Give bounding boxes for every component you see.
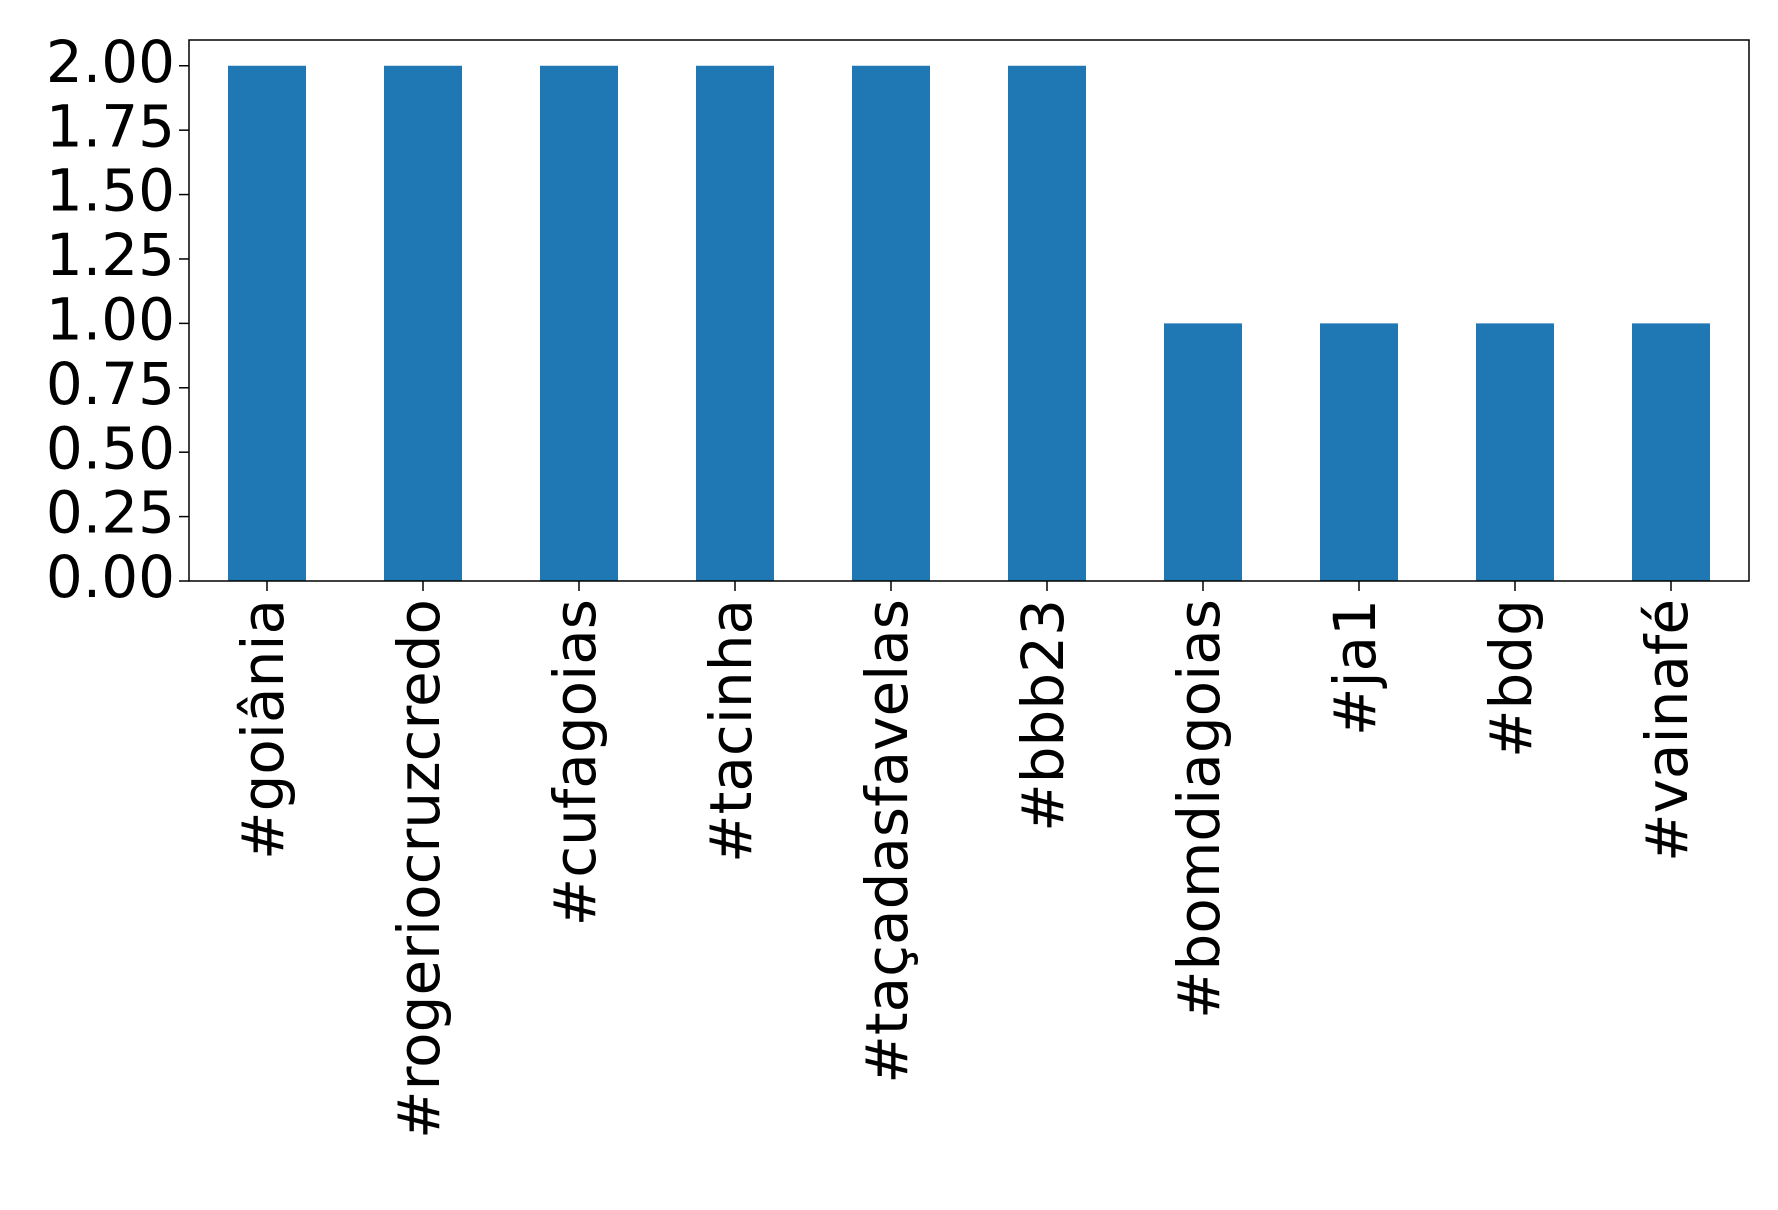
x-tick-label: #bbb23: [1009, 599, 1077, 832]
y-tick-label: 0.00: [46, 543, 175, 611]
x-tick-label: #bomdiagoias: [1165, 599, 1233, 1019]
plot-frame: [188, 39, 1750, 582]
y-tick-label: 1.50: [46, 157, 175, 225]
bar: [540, 65, 618, 581]
bar: [1164, 323, 1242, 581]
x-tick-label: #ja1: [1321, 599, 1389, 736]
y-tick-label: 0.75: [46, 350, 175, 418]
bar: [852, 65, 930, 581]
y-tick-label: 0.25: [46, 479, 175, 547]
x-tick-label: #tacinha: [697, 599, 765, 863]
y-tick-label: 1.75: [46, 92, 175, 160]
x-tick-label: #goiânia: [229, 599, 297, 860]
bar: [384, 65, 462, 581]
x-tick-label: #taçadasfavelas: [853, 599, 921, 1084]
x-tick-label: #bdg: [1477, 599, 1545, 758]
x-tick-label: #vainafé: [1633, 599, 1701, 862]
bar: [228, 65, 306, 581]
y-tick-label: 0.50: [46, 414, 175, 482]
bar: [696, 65, 774, 581]
bar: [1008, 65, 1086, 581]
x-tick-label: #rogeriocruzcredo: [385, 599, 453, 1139]
bar: [1320, 323, 1398, 581]
y-tick-label: 1.00: [46, 285, 175, 353]
x-tick-label: #cufagoias: [541, 599, 609, 926]
bar: [1476, 323, 1554, 581]
bar: [1632, 323, 1710, 581]
y-tick-label: 1.25: [46, 221, 175, 289]
y-tick-label: 2.00: [46, 28, 175, 96]
